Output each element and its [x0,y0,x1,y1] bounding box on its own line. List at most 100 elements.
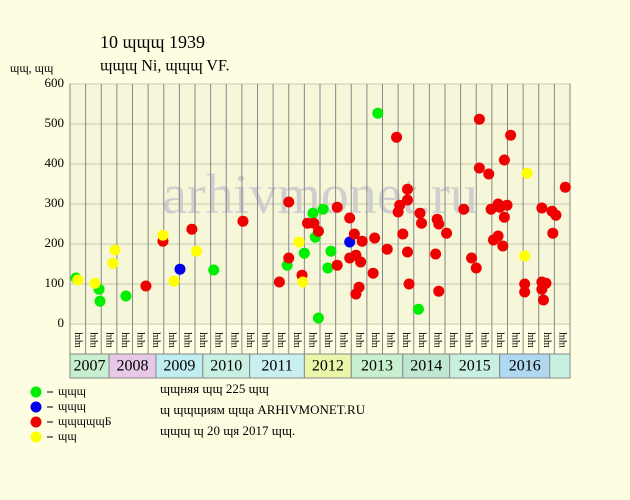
data-point [430,248,442,260]
legend-label: ɰɰɰ [58,399,87,413]
data-point [94,295,106,307]
data-point [473,113,485,125]
y-tick-label: 300 [45,195,65,210]
y-tick-label: 600 [45,75,65,90]
legend-label: ɰɰɰ [58,384,87,398]
x-tick-label: ɰɰ [400,332,411,348]
data-point [322,262,334,274]
x-tick-label: ɰɰ [338,332,349,348]
data-point [521,167,533,179]
data-point [483,168,495,180]
x-tick-label: ɰɰ [525,332,536,348]
y-axis-label: ɰɰ, ɰɰ [10,61,54,75]
data-point [519,286,531,298]
data-point [550,209,562,221]
year-label: 2014 [410,358,442,375]
x-tick-label: ɰɰ [306,332,317,348]
x-tick-label: ɰɰ [322,332,333,348]
year-cell [449,353,501,379]
data-point [120,290,132,302]
data-point [191,245,203,257]
legend-marker [30,386,42,398]
data-point [344,236,356,248]
data-point [466,252,478,264]
year-cell [350,353,404,379]
year-cell [202,353,251,379]
data-point [312,225,324,237]
data-point [331,201,343,213]
x-tick-label: ɰɰ [478,332,489,348]
year-cell [499,353,551,379]
data-point [186,223,198,235]
data-point [140,280,152,292]
data-point [325,245,337,257]
x-tick-label: ɰɰ [119,332,130,348]
data-point [208,264,220,276]
year-cell [402,353,451,379]
x-tick-label: ɰɰ [556,332,567,348]
data-point [157,229,169,241]
year-label: 2015 [459,358,491,375]
data-point [391,131,403,143]
data-point [307,207,319,219]
note: ɰɰɰ ɰ 20 ɰя 2017 ɰɰ. [160,423,295,438]
data-point [505,129,517,141]
x-tick-label: ɰɰ [88,332,99,348]
year-label: 2011 [261,358,292,375]
year-label: 2010 [210,358,242,375]
year-cell [108,353,157,379]
y-tick-label: 500 [45,115,65,130]
data-point [369,232,381,244]
x-tick-label: ɰɰ [494,332,505,348]
data-point [433,218,445,230]
x-tick-label: ɰɰ [463,332,474,348]
x-tick-label: ɰɰ [181,332,192,348]
data-point [273,276,285,288]
chart-subtitle: ɰɰɰ Ni, ɰɰɰ VF. [100,58,230,75]
data-point [412,303,424,315]
y-tick-label: 400 [45,155,65,170]
x-tick-label: ɰɰ [228,332,239,348]
data-point [519,278,531,290]
x-tick-label: ɰɰ [510,332,521,348]
data-point [298,247,310,259]
data-point [497,240,509,252]
data-point [441,227,453,239]
x-tick-label: ɰɰ [291,332,302,348]
chart-title: 10 ɰɰɰ 1939 [100,32,205,52]
data-point [237,215,249,227]
x-tick-label: ɰɰ [103,332,114,348]
data-point [109,244,121,256]
note: ɰ ɰɰɰиям ɰɰа ARHIVMONET.RU [160,402,366,417]
data-point [72,274,84,286]
data-point [372,107,384,119]
x-tick-label: ɰɰ [369,332,380,348]
year-cell [249,353,305,379]
data-point [559,181,571,193]
x-tick-label: ɰɰ [166,332,177,348]
year-label: 2007 [74,358,106,375]
data-point [348,228,360,240]
data-point [107,257,119,269]
x-tick-label: ɰɰ [150,332,161,348]
data-point [403,278,415,290]
data-point [344,212,356,224]
data-point [174,263,186,275]
data-point [416,217,428,229]
x-tick-label: ɰɰ [275,332,286,348]
data-point [458,203,470,215]
x-tick-label: ɰɰ [244,332,255,348]
data-point [498,154,510,166]
year-label: 2009 [163,358,195,375]
data-point [498,211,510,223]
data-point [355,256,367,268]
legend-marker [30,431,42,443]
x-tick-label: ɰɰ [135,332,146,348]
data-point [394,199,406,211]
legend-marker [30,416,42,428]
data-point [356,235,368,247]
x-tick-label: ɰɰ [197,332,208,348]
year-label: 2016 [509,358,541,375]
data-point [536,202,548,214]
